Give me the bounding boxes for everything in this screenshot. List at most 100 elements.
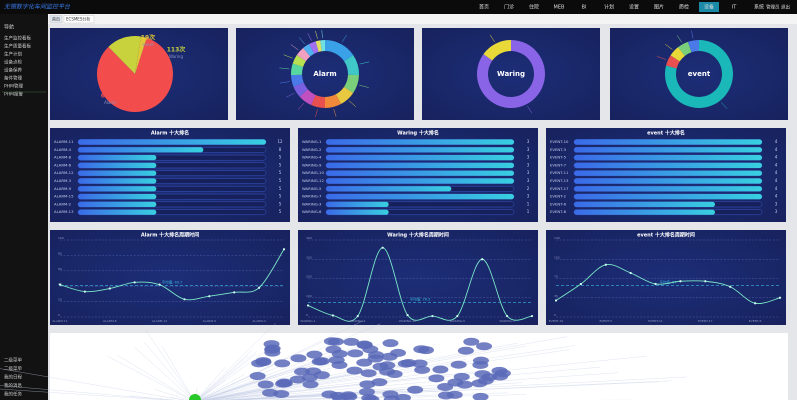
graph-node: [327, 337, 344, 346]
graph-node: [255, 357, 272, 366]
ranking-category: WARING-5: [302, 186, 322, 191]
graph-node: [290, 354, 307, 363]
graph-node: [432, 365, 449, 374]
bar: [326, 201, 389, 207]
sidebar-footer-item[interactable]: 我的任务: [4, 391, 22, 398]
ranking-category: ALARM-6: [54, 162, 72, 167]
donut-segment: [292, 54, 306, 67]
leader-line: [315, 109, 318, 118]
nav-item: 计划: [604, 4, 614, 11]
panel: [298, 230, 538, 325]
nav-item: IT: [732, 5, 737, 11]
ranking-value: 8: [279, 147, 282, 152]
graph-node: [363, 395, 380, 400]
graph-edge: [0, 388, 168, 400]
donut-segment: [325, 40, 354, 62]
y-tick-label: 20: [58, 298, 62, 302]
graph-node: [371, 378, 388, 387]
ranking-value: 5: [279, 170, 282, 175]
x-tick-label: ALARM-11: [52, 319, 68, 323]
donut-segment: [666, 55, 680, 69]
graph-node: [343, 337, 360, 346]
ranking-value: 3: [527, 170, 530, 175]
bar: [326, 147, 514, 153]
donut-segment: [335, 86, 354, 105]
sidebar-item[interactable]: 设备点检: [4, 59, 22, 66]
y-tick-label: 100: [306, 294, 312, 298]
tab[interactable]: [63, 15, 95, 24]
leader-line: [656, 56, 667, 60]
ranking-category: ALARM-12: [54, 170, 74, 175]
y-tick-label: 80: [58, 251, 62, 255]
donut-segment: [309, 41, 319, 54]
sidebar-item[interactable]: 设备保养: [4, 67, 22, 74]
ranking-value: 3: [527, 178, 530, 183]
graph-edge: [129, 395, 176, 400]
y-tick-label: 200: [306, 275, 312, 279]
leader-line: [341, 35, 347, 43]
graph-node: [367, 354, 384, 363]
trend-point: [530, 314, 534, 318]
sidebar-item[interactable]: PHM报警: [4, 91, 23, 98]
sidebar-item[interactable]: 生产质量看板: [4, 43, 31, 50]
ranking-title: event 十大排名: [647, 130, 685, 137]
ranking-category: ALARM-13: [54, 209, 74, 214]
y-tick-label: 105: [554, 255, 560, 259]
trend-line: [307, 247, 533, 322]
panel: [50, 230, 290, 325]
x-tick-label: EVENT-5: [599, 319, 612, 323]
nav-item: BI: [582, 5, 587, 11]
graph-edge: [198, 374, 245, 400]
graph-node: [414, 365, 431, 374]
trend-point: [679, 280, 682, 283]
graph-edge: [196, 323, 276, 400]
sidebar-item[interactable]: 生产计划: [4, 51, 22, 58]
ranking-value: 4: [775, 162, 778, 167]
sidebar-footer-item[interactable]: 我的消息: [4, 382, 22, 389]
graph-node: [360, 369, 377, 378]
sidebar-item[interactable]: 生产监控看板: [4, 35, 31, 42]
tab-bar: [48, 14, 797, 24]
ranking-value: 5: [279, 209, 282, 214]
tab[interactable]: [49, 15, 63, 24]
graph-node: [302, 380, 319, 389]
nav-item: 住院: [529, 4, 539, 11]
sidebar-footer-item[interactable]: 二级菜单: [4, 365, 22, 372]
sidebar-footer-item[interactable]: 二级菜单: [4, 357, 22, 364]
graph-edge: [197, 351, 256, 400]
tab-label[interactable]: ECSMES分析: [66, 16, 90, 22]
graph-edge: [205, 374, 352, 400]
x-tick-label: ALARM-12: [152, 319, 168, 323]
trend-point: [208, 295, 211, 298]
y-tick-label: 0: [554, 313, 556, 317]
sidebar-item[interactable]: 备件管理: [4, 75, 22, 82]
bar: [574, 209, 715, 215]
ranking-category: EVENT-10: [550, 139, 569, 144]
ranking-value: 1: [527, 201, 530, 206]
ranking-category: EVENT-6: [550, 201, 567, 206]
ranking-value: 3: [775, 201, 778, 206]
x-tick-label: ALARM-9: [203, 319, 217, 323]
trend-point: [133, 281, 136, 284]
tab-label[interactable]: 首页: [52, 16, 60, 22]
donut-segment: [315, 40, 322, 52]
graph-node: [476, 342, 493, 351]
leader-line: [691, 30, 694, 39]
sidebar-item[interactable]: PHM管理: [4, 83, 23, 90]
trend-point: [158, 283, 161, 286]
sidebar: [0, 14, 48, 400]
bar: [326, 178, 514, 184]
sidebar-footer-item[interactable]: 我的日程: [4, 374, 22, 381]
average-label: 平均值: 76.3: [410, 296, 431, 301]
trend-point: [629, 271, 632, 275]
ranking-category: WARING-12: [302, 178, 324, 183]
graph-node: [472, 392, 489, 400]
graph-node: [437, 382, 454, 391]
ranking-title: Waring 十大排名: [397, 130, 439, 137]
x-tick-label: EVENT-6: [749, 319, 762, 323]
donut-segment: [344, 74, 359, 94]
ranking-value: 1: [527, 209, 530, 214]
y-tick-label: 60: [58, 267, 62, 271]
bar: [78, 186, 157, 192]
